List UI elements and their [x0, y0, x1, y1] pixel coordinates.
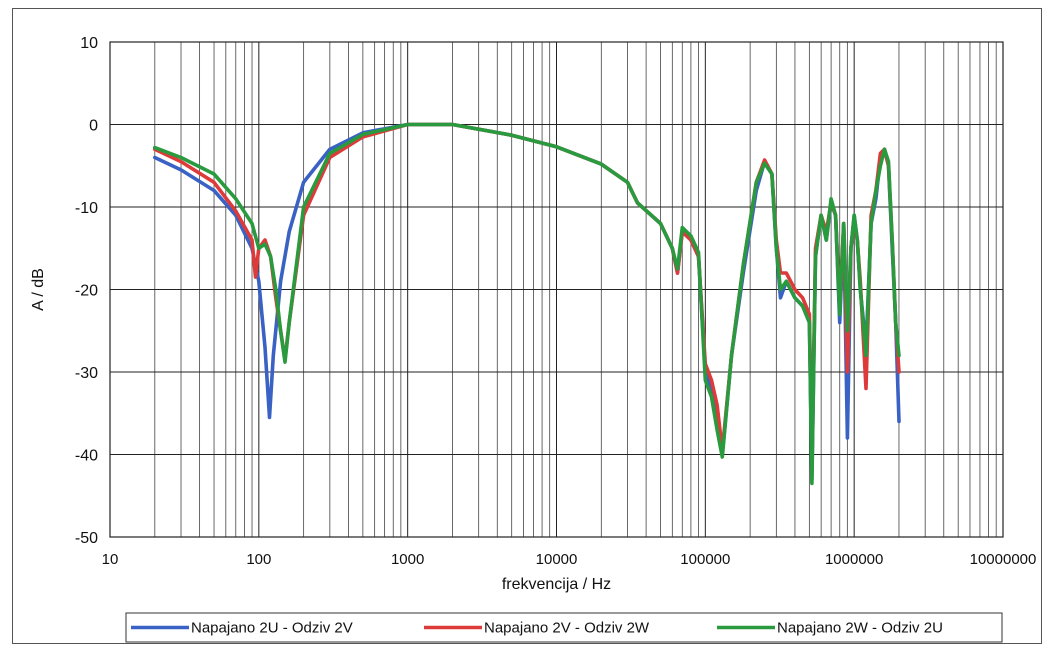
y-tick-label: 0 [89, 118, 98, 135]
y-axis-title: A / dB [30, 268, 47, 311]
y-tick-label: -20 [75, 283, 98, 300]
series-line-2 [153, 122, 901, 465]
series-layer [153, 122, 901, 486]
y-tick-label: -50 [75, 530, 98, 547]
legend-box [125, 612, 1003, 643]
y-tick-labels: 10 0 -10 -20 -30 -40 -50 [75, 35, 98, 547]
chart-frame: 10 0 -10 -20 -30 -40 -50 10 100 1000 10000 100000 1… [12, 8, 1042, 644]
x-tick-label: 1000000 [825, 551, 883, 568]
plot-area [109, 41, 1004, 538]
y-tick-label: 10 [80, 35, 98, 52]
x-tick-label: 10000000 [970, 551, 1037, 568]
series-line-1 [153, 122, 901, 482]
legend-label-2: Napajano 2V - Odziv 2W [484, 620, 650, 637]
y-tick-label: -10 [75, 200, 98, 217]
x-tick-label: 10000 [536, 551, 578, 568]
x-tick-label: 10 [102, 551, 119, 568]
x-tick-label: 100000 [680, 551, 730, 568]
x-tick-label: 1000 [391, 551, 424, 568]
series-line-3 [153, 122, 901, 486]
legend: Napajano 2U - Odziv 2V Napajano 2V - Odzi… [125, 612, 1003, 643]
x-axis-title: frekvencija / Hz [502, 576, 611, 593]
y-tick-label: -30 [75, 365, 98, 382]
legend-label-3: Napajano 2W - Odziv 2U [777, 620, 943, 637]
y-tick-label: -40 [75, 448, 98, 465]
x-tick-label: 100 [246, 551, 271, 568]
line-chart: 100-10-20-30-40-50 10 100 1000 10000 100000 1… [30, 35, 1037, 643]
legend-label-1: Napajano 2U - Odziv 2V [191, 620, 353, 637]
x-tick-labels: 10 100 1000 10000 100000 1000000 10000000 [102, 551, 1037, 568]
